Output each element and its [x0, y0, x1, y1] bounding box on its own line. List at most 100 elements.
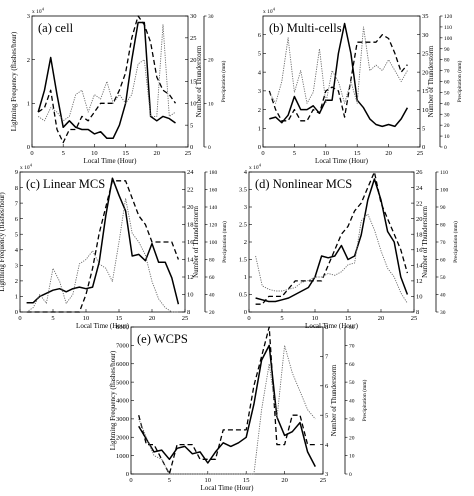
y-right1-axis-label: Number of Thunderstorm — [195, 45, 203, 117]
y-right2-tick-label: 40 — [209, 293, 215, 299]
y-left-tick-label: 4 — [258, 69, 262, 76]
y-left-tick-label: 0 — [244, 309, 247, 316]
y-right1-tick-label: 35 — [422, 13, 429, 20]
y-right1-tick-label: 10 — [187, 292, 194, 299]
y-right2-tick-label: 100 — [209, 240, 218, 246]
y-right1-tick-label: 30 — [422, 32, 429, 39]
plot-frame — [262, 15, 421, 148]
y-left-axis-label: Lightning Frequency (flashes/hour) — [10, 31, 18, 131]
y-right1-tick-label: 15 — [422, 88, 429, 95]
y-left-tick-label: 4 — [244, 169, 248, 176]
y-right2-tick-label: 110 — [440, 170, 448, 176]
y-right1-tick-label: 16 — [187, 239, 194, 246]
y-right2-axis-label: Precipitation (mm) — [220, 60, 227, 102]
x-tick-label: 15 — [122, 150, 129, 157]
y-left-tick-label: 0 — [27, 144, 30, 151]
y-right1-tick-label: 20 — [187, 204, 194, 211]
x-tick-label: 20 — [281, 477, 288, 484]
y-right2-axis-label: Precipitation (mm) — [361, 379, 368, 421]
x-tick-label: 20 — [378, 315, 385, 322]
x-tick-label: 0 — [129, 477, 132, 484]
series-line-dotted — [268, 26, 408, 104]
y-right1-tick-label: 0 — [190, 144, 193, 151]
x-tick-label: 10 — [205, 477, 212, 484]
y-right2-tick-label: 80 — [349, 325, 355, 331]
y-left-tick-label: 0 — [258, 144, 261, 151]
y-left-tick-label: 1 — [27, 101, 30, 108]
y-right2-tick-label: 100 — [440, 188, 449, 194]
y-right1-tick-label: 4 — [325, 442, 329, 449]
chart-panel-4: 0 5 10 15 20 25 0 0.5 1 1.5 2 2.5 3 3.5 4 8 10 12 14 16 18 20… — [239, 163, 459, 331]
y-right1-tick-label: 5 — [190, 122, 193, 129]
y-right1-tick-label: 20 — [422, 69, 429, 76]
x-tick-label: 5 — [293, 150, 296, 157]
x-axis-label: Local Time (Hour) — [315, 157, 369, 165]
y-left-tick-label: 2 — [258, 107, 261, 114]
series-line-dashed — [268, 34, 408, 122]
x-tick-label: 0 — [261, 150, 264, 157]
y-right1-tick-label: 10 — [422, 107, 429, 114]
series-line-dotted — [26, 197, 179, 313]
y-right2-tick-label: 80 — [444, 58, 450, 64]
series-line-dashed — [26, 180, 180, 313]
y-right1-tick-label: 10 — [190, 101, 197, 108]
x-tick-label: 25 — [182, 315, 189, 322]
y-right2-tick-label: 160 — [209, 188, 218, 194]
y-multiplier-exponent: 4 — [259, 163, 262, 168]
y-right1-tick-label: 6 — [325, 383, 329, 390]
y-right1-tick-label: 12 — [187, 274, 194, 281]
y-multiplier-base: x 10 — [20, 165, 30, 171]
series-line-dotted — [138, 344, 316, 475]
y-right2-tick-label: 110 — [444, 25, 452, 31]
x-tick-label: 10 — [323, 150, 330, 157]
x-axis-label: Local Time (Hour) — [84, 157, 138, 165]
y-left-tick-label: 7 — [15, 200, 19, 207]
y-right2-axis-label: Precipitation (mm) — [221, 221, 228, 263]
x-tick-label: 5 — [168, 477, 171, 484]
y-right1-tick-label: 24 — [187, 169, 194, 176]
panel-title: (a) cell — [38, 21, 74, 35]
y-left-tick-label: 6 — [258, 32, 262, 39]
x-tick-label: 0 — [30, 150, 33, 157]
panel-title: (c) Linear MCS — [26, 177, 105, 191]
panel-title: (e) WCPS — [137, 332, 188, 346]
y-right2-tick-label: 10 — [208, 101, 214, 107]
x-tick-label: 10 — [91, 150, 98, 157]
y-left-tick-label: 2000 — [116, 434, 129, 441]
y-right1-tick-label: 5 — [422, 125, 425, 132]
y-left-axis-label: Lightning Frequency (flashes/hour) — [0, 192, 6, 292]
y-right2-tick-label: 80 — [209, 258, 215, 264]
y-right1-tick-label: 8 — [416, 309, 419, 316]
y-right2-tick-label: 50 — [440, 275, 446, 281]
y-right1-axis-label: Number of Thunderstorm — [192, 206, 200, 278]
x-tick-label: 15 — [116, 315, 123, 322]
y-right2-tick-label: 10 — [444, 134, 450, 140]
y-right2-tick-label: 180 — [209, 170, 218, 176]
y-left-tick-label: 2 — [27, 57, 30, 64]
x-tick-label: 10 — [83, 315, 90, 322]
y-left-tick-label: 1 — [244, 274, 247, 281]
y-right1-tick-label: 30 — [190, 13, 197, 20]
x-tick-label: 20 — [149, 315, 156, 322]
series-line-dashed — [138, 326, 316, 475]
y-multiplier-exponent: 4 — [30, 163, 33, 168]
y-right1-tick-label: 10 — [416, 294, 423, 301]
y-right2-tick-label: 120 — [444, 14, 453, 20]
x-tick-label: 15 — [345, 315, 352, 322]
y-left-tick-label: 3000 — [116, 416, 129, 423]
y-right1-tick-label: 24 — [416, 185, 423, 192]
y-right2-tick-label: 20 — [349, 435, 355, 441]
y-right2-tick-label: 90 — [444, 47, 450, 53]
y-left-tick-label: 0.5 — [239, 292, 247, 299]
y-left-tick-label: 3 — [15, 263, 18, 270]
x-axis-label: Local Time (Hour) — [305, 322, 359, 330]
chart-panel-2: 0 5 10 15 20 25012345605101520253035010203040… — [258, 7, 463, 166]
x-tick-label: 20 — [154, 150, 161, 157]
y-right2-tick-label: 90 — [440, 205, 446, 211]
y-right2-tick-label: 20 — [208, 58, 214, 64]
y-right1-tick-label: 15 — [190, 79, 197, 86]
x-tick-label: 5 — [280, 315, 283, 322]
y-left-tick-label: 8 — [15, 185, 18, 192]
